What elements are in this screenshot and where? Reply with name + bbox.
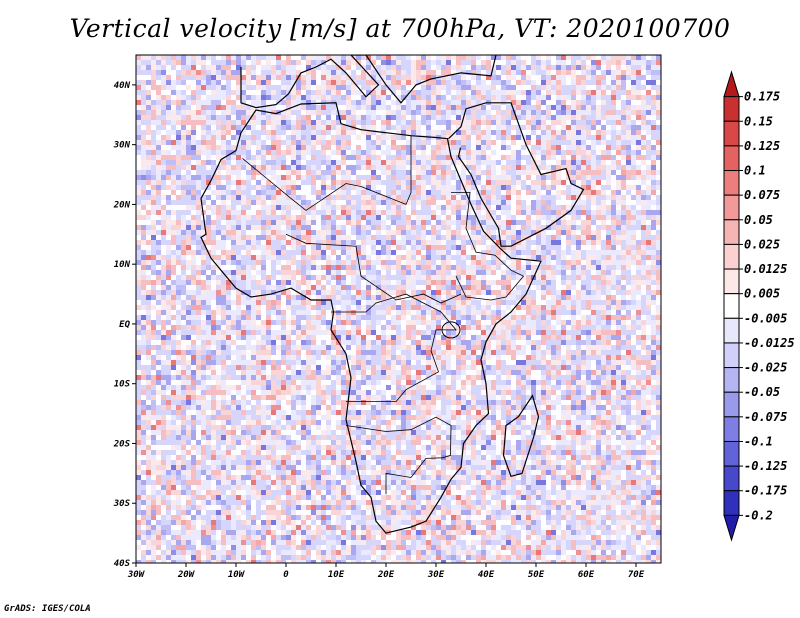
- colorbar-level-label: 0.0125: [744, 262, 787, 276]
- colorbar-swatch: [723, 96, 740, 122]
- lon-tick-label: 10W: [228, 570, 246, 580]
- lon-tick-label: 30W: [127, 570, 146, 580]
- lat-tick-label: 40S: [114, 559, 131, 569]
- lat-tick-label: EQ: [119, 320, 130, 330]
- map-frame: [135, 54, 662, 564]
- longitude-axis: 30W 20W 10W 0 10E 20E 30E 40E 50E 60E 70E: [127, 563, 645, 580]
- colorbar-swatch: [723, 243, 740, 270]
- colorbar-level-label: -0.1: [744, 434, 773, 448]
- colorbar-swatch: [723, 367, 740, 393]
- colorbar-level-label: -0.005: [744, 311, 787, 325]
- colorbar-swatch: [723, 490, 740, 516]
- colorbar-level-label: -0.05: [744, 385, 780, 399]
- colorbar-level-label: -0.075: [744, 410, 787, 424]
- lon-tick-label: 70E: [628, 570, 645, 580]
- colorbar-level-label: -0.125: [744, 459, 787, 473]
- colorbar-bottom-arrow: [723, 514, 740, 542]
- lat-tick-label: 20N: [113, 200, 131, 210]
- colorbar-swatch: [723, 416, 740, 442]
- latitude-axis: 40N 30N 20N 10N EQ 10S 20S 30S 40S: [113, 81, 136, 569]
- lon-tick-label: 0: [283, 570, 289, 580]
- colorbar-swatch: [723, 342, 740, 369]
- lat-tick-label: 40N: [114, 81, 131, 91]
- colorbar-swatch: [723, 219, 740, 245]
- colorbar-level-label: 0.15: [744, 114, 773, 128]
- lon-tick-label: 40E: [478, 570, 495, 580]
- colorbar-swatch: [723, 465, 740, 492]
- lon-tick-label: 30E: [427, 570, 445, 580]
- grads-credit: GrADS: IGES/COLA: [4, 604, 91, 614]
- colorbar-swatch: [723, 268, 740, 295]
- lat-tick-label: 10N: [114, 260, 131, 270]
- colorbar-level-label: 0.075: [744, 188, 780, 202]
- colorbar-level-label: -0.025: [744, 361, 787, 375]
- lon-tick-label: 60E: [578, 570, 595, 580]
- colorbar-swatch: [723, 293, 740, 319]
- lat-tick-label: 30S: [113, 499, 131, 509]
- colorbar-swatch: [723, 170, 740, 196]
- colorbar-swatch: [723, 120, 740, 147]
- colorbar-level-label: -0.2: [744, 508, 773, 522]
- coastline-borders: [200, 55, 585, 534]
- colorbar-swatch: [723, 440, 740, 467]
- map-title: Vertical velocity [m/s] at 700hPa, VT: 2…: [69, 14, 731, 43]
- colorbar-level-label: 0.05: [744, 213, 773, 227]
- colorbar-level-label: 0.1: [744, 164, 766, 178]
- colorbar-swatch: [723, 317, 740, 344]
- lon-tick-label: 50E: [528, 570, 545, 580]
- lat-tick-label: 10S: [114, 380, 131, 390]
- colorbar: 0.175 0.15 0.125 0.1 0.075 0.05 0.025 0.0125 0.0…: [723, 70, 795, 542]
- lat-tick-label: 20S: [113, 439, 131, 449]
- colorbar-swatch: [723, 391, 740, 418]
- lon-tick-label: 10E: [328, 570, 345, 580]
- lon-tick-label: 20E: [377, 570, 395, 580]
- colorbar-top-arrow: [723, 70, 740, 98]
- colorbar-swatch: [723, 194, 740, 221]
- colorbar-swatch: [723, 145, 740, 172]
- colorbar-level-label: 0.005: [744, 287, 780, 301]
- lat-tick-label: 30N: [113, 141, 131, 151]
- lon-tick-label: 20W: [177, 570, 196, 580]
- colorbar-level-label: 0.175: [744, 90, 780, 104]
- colorbar-level-label: -0.175: [744, 484, 787, 498]
- colorbar-level-label: 0.125: [744, 139, 780, 153]
- colorbar-level-label: 0.025: [744, 237, 780, 251]
- colorbar-level-label: -0.0125: [744, 336, 795, 350]
- velocity-field: [136, 55, 661, 563]
